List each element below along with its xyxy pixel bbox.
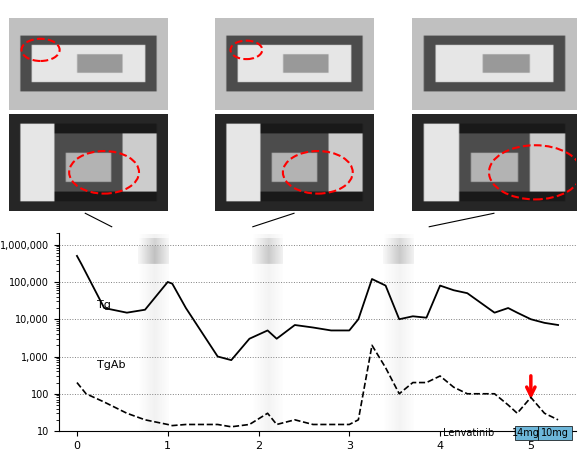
FancyBboxPatch shape	[514, 426, 538, 440]
Text: Lenvatinib: Lenvatinib	[443, 428, 495, 438]
FancyBboxPatch shape	[538, 426, 572, 440]
Text: TgAb: TgAb	[97, 360, 125, 370]
Text: Tg: Tg	[97, 300, 111, 310]
Text: 10mg: 10mg	[541, 428, 569, 438]
Text: 14mg: 14mg	[512, 428, 540, 438]
